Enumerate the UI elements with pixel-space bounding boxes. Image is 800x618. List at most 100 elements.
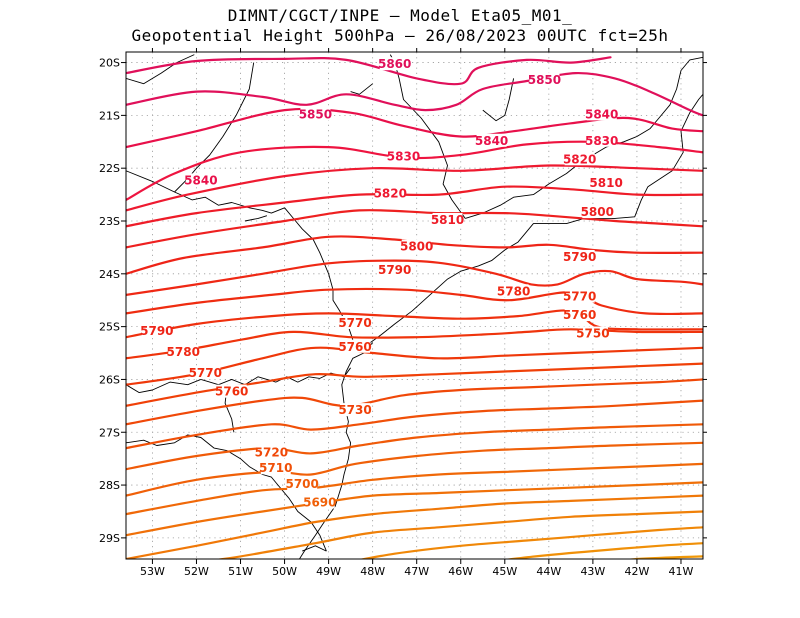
contour-label-background (185, 173, 216, 187)
contour-label-background (375, 186, 406, 200)
x-tick-label: 43W (580, 565, 605, 578)
contour-label-background (586, 107, 617, 121)
coastline-segment (126, 54, 195, 85)
contour-line-5720 (126, 378, 703, 426)
y-tick-label: 29S (99, 532, 120, 545)
contour-label-background (388, 149, 419, 163)
contour-label: 5860 (378, 57, 411, 71)
contour-label: 5730 (338, 403, 371, 417)
coastline-segment (389, 54, 466, 219)
contour-label-background (564, 152, 595, 166)
x-tick-label: 53W (140, 565, 165, 578)
contour-line-5780 (126, 259, 703, 296)
chart-title-line-1: DIMNT/CGCT/INPE — Model Eta05_M01_ (227, 6, 573, 25)
contour-label: 5690 (303, 496, 336, 510)
contour-label-background (432, 213, 463, 226)
contour-line-5840 (126, 107, 703, 149)
contour-label-background (256, 445, 287, 459)
contour-line-5640 (358, 526, 703, 559)
y-tick-label: 23S (99, 215, 120, 228)
chart-title-line-2: Geopotential Height 500hPa — 26/08/2023 … (131, 26, 669, 45)
contour-label: 5810 (431, 213, 464, 227)
contour-line-5790 (126, 235, 703, 275)
axes: 53W 52W 51W 50W 49W 48W 47W 46W 45W 44W 43W 42W 41W 2… (99, 48, 707, 578)
y-tick-label: 26S (99, 373, 120, 386)
contour-line-5650 (215, 510, 703, 559)
contour-label: 5840 (585, 107, 618, 121)
contour-label: 5700 (285, 477, 318, 491)
contour-label: 5790 (140, 324, 173, 338)
contour-label: 5800 (400, 239, 433, 253)
contour-label-background (582, 205, 613, 219)
contour-label: 5800 (581, 205, 614, 219)
contour-label: 5780 (497, 284, 530, 298)
contour-label: 5760 (338, 340, 371, 354)
contour-label-background (304, 495, 335, 509)
coastline-segment (126, 434, 327, 552)
x-tick-label: 46W (448, 565, 473, 578)
contour-label-background (577, 326, 608, 340)
coastline-segment (482, 78, 515, 122)
coastline-segment (302, 545, 327, 552)
contour-label-background (586, 133, 617, 147)
contour-label-background (340, 315, 371, 329)
contour-line-5710 (126, 399, 703, 450)
coastline-segment (126, 367, 351, 394)
contour-line-5700 (126, 423, 703, 471)
contour-label: 5720 (255, 445, 288, 459)
y-tick-label: 22S (99, 162, 120, 175)
contour-label-background (476, 133, 507, 147)
contour-label: 5830 (585, 134, 618, 148)
y-tick-label: 24S (99, 268, 120, 281)
y-tick-label: 25S (99, 321, 120, 334)
x-tick-label: 45W (492, 565, 517, 578)
contour-label-background (260, 461, 291, 475)
contour-label: 5760 (215, 385, 248, 399)
x-tick-label: 51W (228, 565, 253, 578)
contour-label-background (168, 345, 199, 359)
y-tick-label: 28S (99, 479, 120, 492)
contour-label-background (564, 249, 595, 263)
contour-label: 5770 (563, 290, 596, 304)
contour-label-background (591, 176, 622, 190)
contour-label: 5750 (576, 327, 609, 341)
contour-line-5680 (126, 462, 703, 516)
plot-frame (125, 51, 704, 560)
contour-label: 5780 (167, 345, 200, 359)
contour-label: 5760 (563, 308, 596, 322)
x-tick-label: 49W (316, 565, 341, 578)
contour-label-background (379, 263, 410, 277)
x-tick-label: 48W (360, 565, 385, 578)
contour-label-background (300, 107, 331, 121)
contour-label-background (340, 339, 371, 353)
contour-line-5660 (126, 494, 703, 559)
contour-label: 5850 (299, 107, 332, 121)
contour-label: 5770 (338, 316, 371, 330)
coastline-segment (126, 170, 354, 340)
contour-label-background (401, 239, 432, 253)
contour-line-5820 (126, 164, 703, 212)
contour-label-background (141, 323, 172, 337)
contour-line-5670 (126, 481, 703, 537)
contour-line-5860 (126, 56, 612, 86)
coastline-segment (244, 215, 268, 222)
contour-label: 5830 (387, 150, 420, 164)
contour-label: 5710 (259, 461, 292, 475)
y-tick-label: 21S (99, 109, 120, 122)
contour-label-background (564, 308, 595, 322)
x-tick-label: 41W (669, 565, 694, 578)
x-tick-label: 50W (272, 565, 297, 578)
contour-label-background (190, 366, 221, 380)
x-tick-label: 52W (184, 565, 209, 578)
contour-label: 5840 (475, 134, 508, 148)
contour-label-background (340, 403, 371, 417)
contour-label-background (564, 289, 595, 303)
contour-label: 5810 (589, 176, 622, 190)
y-tick-label: 27S (99, 426, 120, 439)
coastline-segment (298, 342, 374, 559)
contour-label: 5790 (563, 250, 596, 264)
contour-line-5690 (126, 441, 703, 497)
x-tick-label: 42W (624, 565, 649, 578)
contour-label: 5840 (184, 173, 217, 187)
